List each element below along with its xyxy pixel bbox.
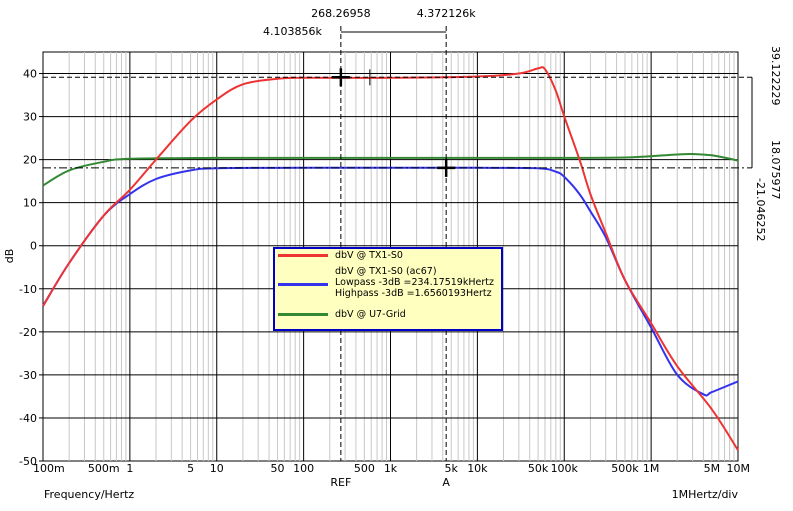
x-tick-label: 10k [467,462,488,475]
series-line-1 [42,166,739,397]
x-axis-label: Frequency/Hertz [44,488,134,501]
x-tick-label: 500m [88,462,120,475]
y-tick-label: 30 [23,111,37,124]
legend-label: dbV @ TX1-S0 [335,250,403,261]
ref-x-value: 268.26958 [311,7,371,20]
y-tick-label: -30 [19,369,37,382]
series-line-2 [42,152,739,187]
a-y-value: 18.075977 [769,140,782,200]
legend-lowpass-label: Lowpass -3dB =234.17519kHertz [335,277,494,288]
x-tick-label: 10M [727,462,751,475]
ref-cursor-label: REF [330,476,351,489]
x-tick-label: 5k [445,462,459,475]
legend-label: dbV @ TX1-S0 (ac67) [335,266,437,277]
legend-swatch-green [278,313,328,316]
legend-swatch-red [278,254,328,257]
y-tick-label: 40 [23,68,37,81]
a-x-value: 4.372126k [417,7,476,20]
chart-legend[interactable]: dbV @ TX1-S0 dbV @ TX1-S0 (ac67) Lowpass… [273,247,503,331]
x-tick-label: 1k [384,462,398,475]
a-cursor-label: A [442,476,450,489]
y-tick-label: -10 [19,283,37,296]
delta-y-value: -21.046252 [754,178,767,241]
x-tick-label: 100k [551,462,579,475]
y-tick-label: -20 [19,326,37,339]
y-tick-label: 20 [23,154,37,167]
x-tick-label: 1M [643,462,660,475]
x-div-label: 1MHertz/div [672,488,739,501]
x-tick-label: 50k [528,462,549,475]
delta-x-value: 4.103856k [263,25,322,38]
series-line-0 [42,66,739,451]
x-tick-label: 5M [704,462,721,475]
legend-swatch-blue [278,283,328,286]
x-tick-label: 100 [293,462,314,475]
x-tick-label: 5 [187,462,194,475]
x-tick-label: 50 [270,462,284,475]
y-tick-label: 10 [23,197,37,210]
legend-label: dbV @ U7-Grid [335,309,406,320]
ref-y-value: 39.122229 [769,46,782,106]
y-axis-label: dB [3,249,16,264]
legend-highpass-label: Highpass -3dB =1.6560193Hertz [335,288,492,299]
x-tick-label: 500 [354,462,375,475]
y-tick-label: -40 [19,412,37,425]
x-tick-label: 100m [33,462,65,475]
y-tick-label: -50 [19,455,37,468]
y-tick-label: 0 [30,240,37,253]
x-tick-label: 10 [210,462,224,475]
x-tick-label: 1 [126,462,133,475]
x-tick-label: 500k [611,462,639,475]
